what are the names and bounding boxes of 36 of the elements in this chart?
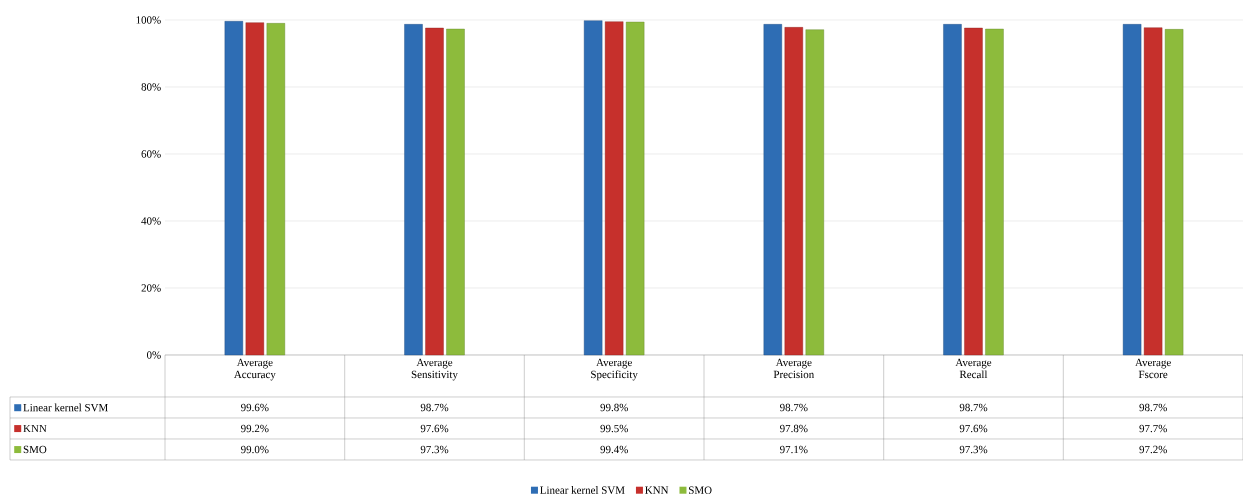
data-label: 99.5% <box>600 424 628 433</box>
x-tick-label: Average Precision <box>773 358 815 379</box>
data-label: 97.1% <box>780 445 808 454</box>
y-tick-label: 60% <box>141 150 161 158</box>
data-label: 99.6% <box>241 403 269 412</box>
text: SMO <box>23 445 47 454</box>
data-label: 97.6% <box>959 424 988 433</box>
data-label: 98.7% <box>959 403 988 412</box>
x-tick-label: Average Sensitivity <box>411 358 458 381</box>
y-tick-label: 100% <box>136 16 161 24</box>
x-tick-label: Average Specificity <box>591 358 638 381</box>
text: KNN <box>23 424 47 433</box>
data-label: 97.6% <box>420 424 449 433</box>
legend-label: SMO <box>689 486 712 494</box>
y-tick-label: 80% <box>141 83 161 91</box>
legend-label: KNN <box>645 486 669 494</box>
data-label: 97.8% <box>780 424 808 433</box>
data-label: 99.8% <box>600 403 628 412</box>
legend-label: Linear kernel SVM <box>23 403 108 412</box>
data-label: 97.3% <box>420 445 449 454</box>
data-label: 99.4% <box>600 445 628 454</box>
data-label: 98.7% <box>780 403 808 412</box>
y-tick-label: 40% <box>141 217 161 225</box>
data-label: 97.3% <box>959 445 988 454</box>
y-tick-label: 0% <box>146 351 161 359</box>
data-label: 99.0% <box>241 445 269 454</box>
y-tick-label: 20% <box>141 284 161 292</box>
x-tick-label: Average Fscore <box>1135 358 1171 379</box>
x-tick-label: Average Accuracy <box>233 358 276 381</box>
data-label: 98.7% <box>1139 403 1167 412</box>
x-tick-label: Average Recall <box>955 358 992 379</box>
data-label: 99.2% <box>241 424 269 433</box>
data-label: 98.7% <box>420 403 449 412</box>
text: Linear kernel SVM <box>540 486 625 494</box>
data-label: 97.2% <box>1139 445 1167 454</box>
data-label: 97.7% <box>1139 424 1167 433</box>
